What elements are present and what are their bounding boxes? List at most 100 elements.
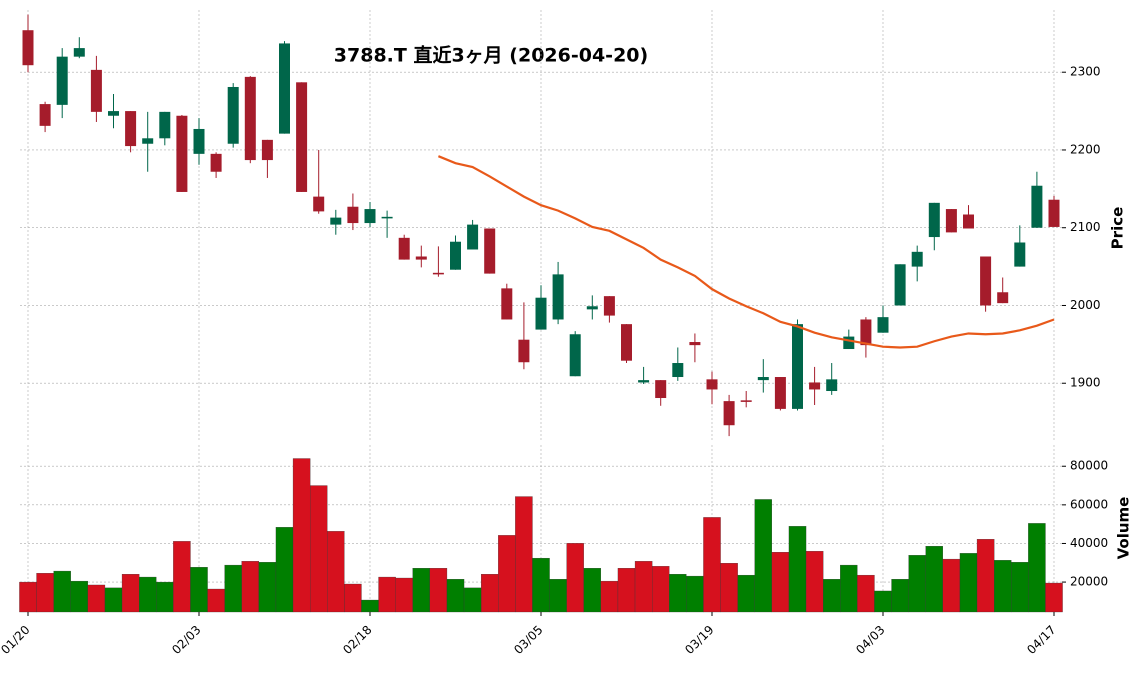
volume-bar	[942, 558, 961, 613]
x-tick-label: 04/17	[1024, 623, 1058, 657]
candle-body	[193, 128, 205, 154]
volume-bar	[771, 552, 790, 613]
volume-bar	[395, 577, 413, 613]
candle-body	[176, 115, 188, 192]
volume-bar	[344, 583, 362, 613]
candle-body	[980, 256, 992, 306]
volume-bar	[634, 561, 653, 613]
y-tick-label: 2000	[1070, 298, 1101, 312]
volume-bar	[378, 576, 396, 613]
candle-body	[945, 209, 957, 233]
volume-bar	[241, 561, 260, 613]
y-tick-label: 40000	[1070, 536, 1108, 550]
volume-bar	[1011, 562, 1029, 613]
candle-body	[826, 379, 838, 392]
candle-body	[296, 82, 308, 192]
candle-body	[90, 69, 102, 112]
volume-bar	[104, 587, 123, 613]
candle-body	[22, 30, 34, 66]
volume-bar	[463, 587, 482, 613]
candle-body	[928, 202, 940, 238]
volume-bar	[156, 581, 174, 613]
volume-bar	[857, 574, 875, 613]
candle-body	[56, 56, 68, 105]
volume-bar	[480, 574, 499, 613]
volume-bar	[138, 576, 157, 613]
candle-body	[860, 319, 872, 346]
y-tick-label: 2200	[1070, 142, 1101, 156]
volume-bar	[549, 579, 567, 613]
volume-bar	[652, 566, 670, 613]
candle-body	[518, 339, 530, 363]
y-tick-label: 80000	[1070, 459, 1108, 473]
volume-bar	[121, 574, 140, 613]
volume-bar	[908, 555, 926, 613]
chart-title: 3788.T 直近3ヶ月 (2026-04-20)	[334, 44, 648, 67]
candle-body	[843, 336, 855, 350]
candle-body	[706, 379, 718, 390]
volume-bar	[498, 535, 516, 613]
volume-bar	[788, 526, 807, 613]
volume-bar	[1028, 523, 1046, 613]
volume-axis-label: Volume	[1115, 497, 1133, 560]
candle-body	[1031, 185, 1043, 228]
candle-body	[142, 138, 154, 144]
volume-bar	[36, 573, 54, 613]
volume-bar	[737, 574, 755, 613]
candle-body	[244, 76, 256, 161]
volume-bar	[994, 560, 1012, 613]
candle-body	[672, 363, 684, 378]
candle-body	[877, 317, 889, 333]
volume-bar	[925, 546, 944, 613]
volume-bar	[891, 579, 909, 613]
volume-bar	[53, 570, 71, 613]
volume-bar	[874, 590, 892, 613]
volume-bar	[190, 567, 208, 613]
candle-body	[415, 256, 427, 260]
candle-body	[261, 139, 273, 161]
candle-body	[467, 224, 479, 250]
volume-bar	[805, 551, 824, 613]
candle-body	[569, 334, 581, 377]
volume-bar	[1045, 582, 1063, 613]
volume-bar	[840, 564, 858, 613]
volume-bar	[327, 531, 345, 613]
candle-body	[689, 342, 701, 346]
candle-body	[364, 209, 376, 224]
volume-bar	[583, 568, 602, 613]
volume-bar	[275, 527, 294, 613]
moving-average-line	[437, 155, 1055, 349]
candle-body	[638, 380, 650, 383]
candle-body	[535, 297, 547, 330]
y-tick-label: 20000	[1070, 575, 1108, 589]
candle-body	[1048, 199, 1060, 227]
volume-bar	[309, 485, 328, 613]
candle-body	[655, 380, 667, 399]
candle-body	[894, 264, 906, 306]
volume-bar	[412, 568, 431, 613]
candle-body	[125, 111, 137, 147]
candle-body	[227, 86, 239, 144]
y-tick-label: 2300	[1070, 65, 1101, 79]
volume-bar	[686, 575, 704, 613]
candle-body	[740, 400, 752, 402]
volume-bar	[532, 557, 550, 613]
volume-bar	[515, 496, 533, 613]
x-tick-label: 03/05	[511, 623, 545, 657]
candle-body	[73, 48, 85, 57]
candle-body	[159, 111, 171, 139]
volume-bar	[87, 584, 106, 613]
y-tick-label: 60000	[1070, 497, 1108, 511]
volume-bar	[669, 574, 687, 613]
candle-body	[330, 217, 342, 225]
candle-body	[774, 377, 786, 409]
candle-body	[108, 111, 119, 116]
volume-bar	[446, 579, 465, 613]
candle-body	[963, 214, 974, 229]
y-tick-label: 1900	[1070, 376, 1101, 390]
candle-body	[279, 43, 290, 134]
candle-body	[347, 206, 359, 224]
candle-body	[381, 216, 393, 219]
candle-body	[210, 153, 222, 172]
